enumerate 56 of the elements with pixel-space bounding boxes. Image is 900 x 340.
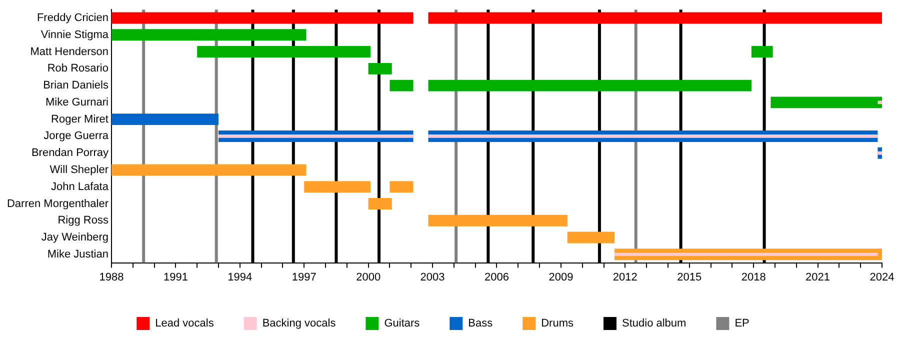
x-tick-label: 1997: [292, 271, 316, 284]
bar: [111, 29, 306, 41]
bar: [428, 80, 752, 92]
y-tick-label: Mike Gurnari: [46, 96, 108, 108]
bar: [770, 96, 882, 108]
bar: [197, 46, 370, 58]
y-tick-label: Brian Daniels: [43, 80, 109, 92]
bar: [368, 198, 392, 210]
bar: [304, 181, 370, 193]
legend-label: Bass: [468, 318, 494, 330]
y-tick-label: Will Shepler: [50, 164, 109, 176]
legend-label: EP: [734, 318, 750, 330]
bar: [368, 62, 392, 74]
y-tick-label: Vinnie Stigma: [40, 28, 110, 41]
bar: [567, 232, 614, 244]
legend-label: Lead vocals: [155, 318, 214, 330]
bar: [878, 100, 882, 104]
bar: [111, 164, 306, 176]
bar: [218, 134, 414, 138]
y-tick-label: Darren Morgenthaler: [6, 198, 109, 210]
x-tick-label: 2009: [548, 271, 574, 284]
bar: [428, 12, 882, 24]
x-tick-label: 2003: [420, 271, 445, 284]
bar: [878, 151, 882, 155]
bar: [614, 252, 878, 256]
y-tick-label: Rigg Ross: [58, 214, 109, 227]
x-tick-label: 2012: [612, 271, 638, 284]
legend-label: Studio album: [622, 318, 686, 330]
bar: [390, 80, 414, 92]
y-tick-label: Rob Rosario: [47, 62, 108, 75]
bar: [751, 46, 773, 58]
x-tick-label: 1994: [228, 271, 252, 284]
bar: [111, 12, 414, 24]
bar: [428, 214, 568, 226]
x-tick-label: 2006: [484, 271, 509, 284]
y-tick-label: Brendan Porray: [31, 147, 109, 160]
legend-label: Guitars: [384, 318, 420, 330]
y-tick-label: Matt Henderson: [30, 46, 108, 58]
x-tick-label: 1988: [99, 271, 124, 284]
x-tick-label: 2000: [356, 271, 381, 284]
bar: [111, 114, 219, 126]
x-tick-label: 2015: [677, 271, 702, 284]
y-tick-label: Freddy Cricien: [36, 12, 108, 24]
y-tick-label: Mike Justian: [47, 248, 108, 260]
bar: [390, 181, 414, 193]
x-tick-label: 2018: [741, 271, 766, 284]
x-tick-label: 2024: [870, 271, 894, 284]
bar: [428, 134, 878, 138]
y-tick-label: Roger Miret: [51, 113, 108, 126]
y-tick-label: Jay Weinberg: [41, 232, 108, 244]
y-tick-label: John Lafata: [50, 180, 110, 193]
x-tick-label: 2021: [806, 271, 830, 284]
legend-label: Backing vocals: [262, 318, 336, 330]
x-tick-label: 1991: [163, 271, 188, 284]
y-tick-label: Jorge Guerra: [44, 130, 110, 142]
legend-label: Drums: [541, 318, 574, 330]
